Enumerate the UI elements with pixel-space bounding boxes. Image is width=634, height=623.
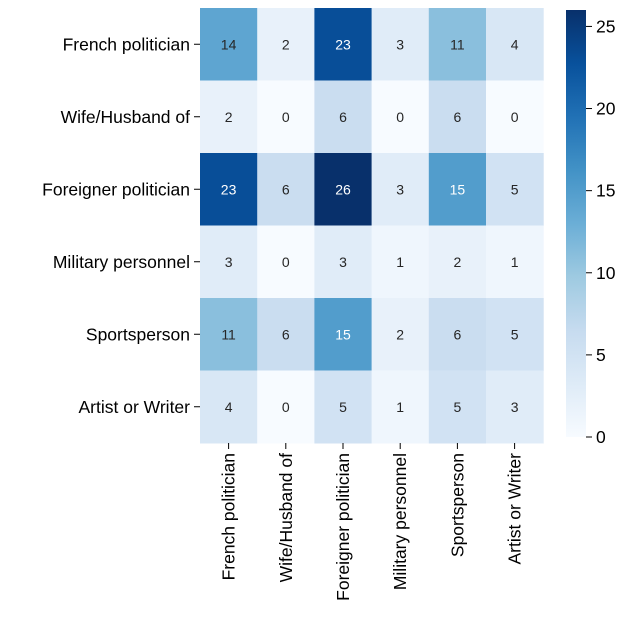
column-labels: French politician Wife/Husband of Foreigne…	[219, 443, 525, 601]
cell-value-label: 5	[454, 399, 462, 415]
row-labels: French politician Wife/Husband of Foreigne…	[42, 34, 200, 417]
colorbar-gradient	[566, 10, 586, 437]
heatmap-cell	[257, 298, 315, 371]
row-label: Foreigner politician	[42, 179, 190, 199]
cell-value-label: 3	[396, 36, 404, 52]
cell-value-label: 3	[511, 399, 519, 415]
heatmap-cell	[428, 225, 487, 299]
column-label: Foreigner politician	[333, 453, 353, 601]
heatmap-cell	[257, 370, 315, 444]
cell-value-label: 3	[225, 254, 233, 270]
cell-value-label: 6	[282, 181, 290, 197]
column-label: Artist or Writer	[505, 453, 525, 565]
heatmap-cells	[200, 8, 544, 444]
colorbar: 0 5 10 15 20 25	[566, 10, 616, 447]
colorbar-tick-label: 25	[596, 16, 615, 36]
cell-value-label: 4	[511, 36, 519, 52]
cell-value-label: 0	[282, 399, 290, 415]
heatmap-cell	[314, 153, 373, 226]
heatmap-cell	[428, 370, 487, 444]
cell-value-label: 0	[282, 254, 290, 270]
heatmap-cell	[200, 370, 258, 444]
colorbar-tick-label: 10	[596, 263, 616, 283]
heatmap-cell	[314, 225, 373, 299]
cell-value-label: 23	[335, 36, 351, 52]
cell-value-label: 2	[396, 326, 404, 342]
cell-value-label: 5	[511, 326, 519, 342]
cell-value-label: 11	[450, 36, 465, 52]
row-label: Military personnel	[53, 252, 190, 272]
heatmap-cell	[200, 153, 258, 226]
cell-value-label: 1	[396, 254, 404, 270]
column-label: French politician	[219, 453, 239, 580]
cell-value-label: 1	[511, 254, 519, 270]
cell-value-label: 26	[335, 181, 351, 197]
cell-value-label: 3	[339, 254, 347, 270]
heatmap-cell	[371, 370, 430, 444]
row-label: Sportsperson	[86, 324, 190, 344]
heatmap-cell	[314, 8, 373, 81]
heatmap-cell	[486, 298, 544, 371]
cell-value-label: 2	[282, 36, 290, 52]
heatmap-cell	[486, 80, 544, 154]
heatmap-cell	[428, 80, 487, 154]
cell-value-label: 3	[396, 181, 404, 197]
cell-value-label: 0	[396, 109, 404, 125]
colorbar-tick-label: 20	[596, 99, 616, 119]
cell-value-label: 6	[454, 109, 462, 125]
heatmap-cell	[428, 153, 487, 226]
heatmap-cell	[314, 298, 373, 371]
heatmap-cell	[371, 225, 430, 299]
heatmap-cell	[371, 8, 430, 81]
column-label: Military personnel	[390, 453, 410, 590]
heatmap-cell	[257, 8, 315, 81]
heatmap-cell	[200, 298, 258, 371]
colorbar-tick-label: 15	[596, 181, 615, 201]
heatmap-cell	[314, 80, 373, 154]
row-label: Wife/Husband of	[61, 107, 191, 127]
heatmap-cell	[486, 225, 544, 299]
row-label: French politician	[63, 34, 190, 54]
cell-value-label: 2	[225, 109, 233, 125]
cell-value-label: 15	[335, 326, 351, 342]
column-label: Sportsperson	[447, 453, 467, 557]
heatmap-cell	[200, 8, 258, 81]
heatmap-cell	[200, 225, 258, 299]
heatmap-cell	[486, 8, 544, 81]
cell-value-label: 2	[454, 254, 462, 270]
cell-value-label: 1	[396, 399, 404, 415]
heatmap-cell	[371, 298, 430, 371]
heatmap-cell	[371, 80, 430, 154]
heatmap-cell	[314, 370, 373, 444]
cell-value-label: 14	[221, 36, 237, 52]
cell-value-label: 0	[511, 109, 519, 125]
cell-value-label: 11	[221, 326, 236, 342]
colorbar-tick-label: 5	[596, 345, 606, 365]
cell-value-label: 6	[454, 326, 462, 342]
cell-value-label: 5	[511, 181, 519, 197]
heatmap-cell	[371, 153, 430, 226]
colorbar-tick-label: 0	[596, 427, 606, 447]
cell-value-label: 15	[450, 181, 466, 197]
cell-value-labels: 14 2 23 3 11 42 0 6 0 6 023 6 26 3 15 53 0 3 1 2 111 6 15 2 6 54 0…	[221, 36, 519, 415]
heatmap-cell	[257, 153, 315, 226]
cell-value-label: 23	[221, 181, 237, 197]
heatmap-cell	[428, 298, 487, 371]
heatmap-cell	[257, 225, 315, 299]
cell-value-label: 6	[282, 326, 290, 342]
cell-value-label: 5	[339, 399, 347, 415]
column-label: Wife/Husband of	[276, 453, 296, 583]
cell-value-label: 6	[339, 109, 347, 125]
heatmap-cell	[257, 80, 315, 154]
row-label: Artist or Writer	[79, 397, 191, 417]
heatmap-cell	[486, 370, 544, 444]
heatmap-cell	[200, 80, 258, 154]
heatmap-cell	[428, 8, 487, 81]
heatmap-cell	[486, 153, 544, 226]
cell-value-label: 4	[225, 399, 233, 415]
cell-value-label: 0	[282, 109, 290, 125]
